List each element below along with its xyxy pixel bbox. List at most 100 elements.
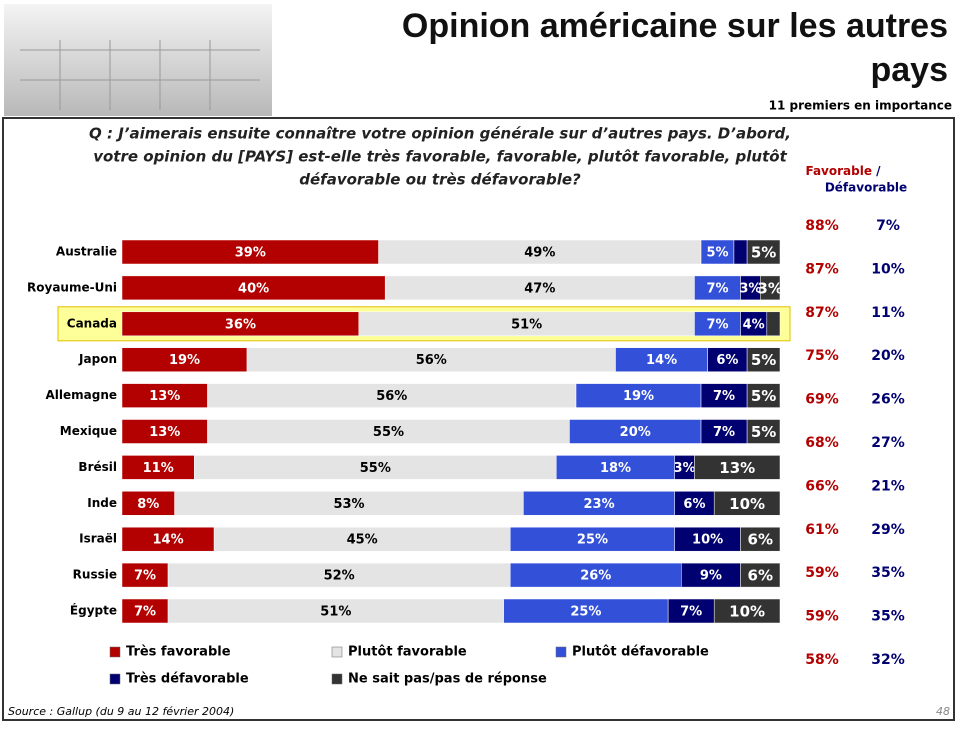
bar-segment bbox=[694, 311, 741, 337]
category-label: Israël bbox=[79, 532, 117, 546]
category-label: Égypte bbox=[70, 603, 117, 618]
category-label: Royaume-Uni bbox=[27, 280, 117, 294]
bar-segment bbox=[121, 275, 386, 301]
value-label: 13% bbox=[149, 425, 180, 440]
value-label: 18% bbox=[600, 461, 631, 476]
bar-segment bbox=[213, 526, 511, 552]
question: défavorable ou très défavorable? bbox=[299, 171, 581, 189]
value-label: 7% bbox=[680, 605, 702, 620]
value-label: 23% bbox=[583, 497, 614, 512]
summary-header-defav: Défavorable bbox=[825, 181, 907, 195]
value-label: 51% bbox=[511, 317, 542, 332]
bar-segment bbox=[121, 419, 208, 444]
summary-favorable: 61% bbox=[805, 522, 839, 538]
summary-favorable: 88% bbox=[805, 218, 839, 234]
bar-segment bbox=[121, 383, 208, 408]
summary-favorable: 66% bbox=[805, 478, 839, 494]
category-label: Brésil bbox=[78, 460, 117, 474]
subtitle: 11 premiers en importance bbox=[769, 99, 952, 113]
legend-label: Ne sait pas/pas de réponse bbox=[348, 672, 547, 687]
bar-segment bbox=[121, 347, 248, 372]
summary-defavorable: 7% bbox=[876, 218, 900, 234]
value-label: 8% bbox=[137, 497, 159, 512]
bar-segment bbox=[746, 383, 781, 408]
value-label: 26% bbox=[580, 569, 611, 584]
summary-defavorable: 26% bbox=[871, 392, 905, 408]
bar-segment bbox=[733, 239, 748, 265]
bar-segment bbox=[713, 491, 781, 516]
legend-label: Plutôt défavorable bbox=[572, 645, 709, 660]
bar-segment bbox=[121, 598, 169, 624]
value-label: 5% bbox=[751, 423, 776, 441]
summary-favorable: 87% bbox=[805, 305, 839, 321]
bar-segment bbox=[121, 562, 169, 588]
value-label: 52% bbox=[324, 569, 355, 584]
summary-favorable: 75% bbox=[805, 348, 839, 364]
value-label: 36% bbox=[225, 317, 256, 332]
value-label: 39% bbox=[235, 246, 266, 261]
bar-segment bbox=[575, 383, 702, 408]
summary-header-fav: Favorable bbox=[805, 164, 872, 178]
legend-label: Plutôt favorable bbox=[348, 645, 467, 660]
bar-segment bbox=[207, 419, 570, 444]
header-photo bbox=[4, 4, 272, 116]
value-label: 5% bbox=[751, 244, 776, 262]
value-label: 13% bbox=[149, 389, 180, 404]
summary-defavorable: 11% bbox=[871, 305, 905, 321]
bar-segment bbox=[207, 383, 577, 408]
summary-favorable: 87% bbox=[805, 261, 839, 277]
summary-header-sep: / bbox=[876, 164, 881, 178]
value-label: 6% bbox=[748, 567, 773, 585]
title: pays bbox=[871, 51, 949, 89]
value-label: 19% bbox=[623, 389, 654, 404]
bar-segment bbox=[121, 311, 360, 337]
bar-segment bbox=[167, 562, 511, 588]
bar-segment bbox=[766, 311, 781, 337]
bar-segment bbox=[121, 491, 175, 516]
value-label: 7% bbox=[713, 389, 735, 404]
value-label: 10% bbox=[729, 495, 765, 513]
bar-segment bbox=[121, 455, 195, 480]
page-number: 48 bbox=[936, 705, 950, 718]
value-label: 7% bbox=[134, 569, 156, 584]
value-label: 6% bbox=[748, 531, 773, 549]
bar-segment bbox=[246, 347, 616, 372]
photo-windows bbox=[20, 40, 260, 110]
bar-segment bbox=[694, 455, 781, 480]
value-label: 20% bbox=[620, 425, 651, 440]
category-label: Japon bbox=[78, 352, 117, 366]
legend-label: Très favorable bbox=[126, 645, 231, 660]
summary-favorable: 59% bbox=[805, 565, 839, 581]
summary-favorable: 59% bbox=[805, 609, 839, 625]
legend-label: Très défavorable bbox=[126, 672, 249, 687]
bar-segment bbox=[700, 419, 748, 444]
value-label: 19% bbox=[169, 353, 200, 368]
summary-defavorable: 29% bbox=[871, 522, 905, 538]
value-label: 5% bbox=[706, 246, 728, 261]
value-label: 11% bbox=[143, 461, 174, 476]
bar-segment bbox=[760, 275, 781, 301]
bar-segment bbox=[694, 275, 741, 301]
category-label: Australie bbox=[56, 245, 117, 259]
category-label: Russie bbox=[73, 568, 117, 582]
bar-segment bbox=[174, 491, 524, 516]
value-label: 40% bbox=[238, 281, 269, 296]
bar-segment bbox=[713, 598, 781, 624]
value-label: 25% bbox=[577, 533, 608, 548]
category-label: Canada bbox=[67, 316, 117, 330]
category-label: Mexique bbox=[60, 424, 117, 438]
value-label: 56% bbox=[416, 353, 447, 368]
value-label: 5% bbox=[751, 387, 776, 405]
summary-favorable: 68% bbox=[805, 435, 839, 451]
bar-segment bbox=[746, 347, 781, 372]
value-label: 3% bbox=[674, 461, 696, 476]
bar-segment bbox=[615, 347, 708, 372]
value-label: 4% bbox=[743, 317, 765, 332]
summary-favorable: 58% bbox=[805, 652, 839, 668]
summary-defavorable: 27% bbox=[871, 435, 905, 451]
category-label: Allemagne bbox=[45, 388, 117, 402]
value-label: 3% bbox=[739, 281, 761, 296]
legend-marker bbox=[555, 646, 567, 658]
value-label: 10% bbox=[729, 603, 765, 621]
